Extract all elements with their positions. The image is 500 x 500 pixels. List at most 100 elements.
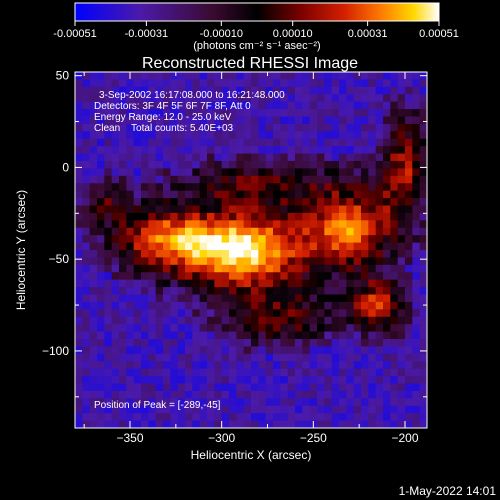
heatmap-cell (331, 153, 340, 162)
heatmap-cell (251, 235, 259, 244)
heatmap-cell (82, 272, 91, 281)
heatmap-cell (155, 79, 164, 88)
heatmap-cell (97, 309, 105, 318)
heatmap-cell (243, 250, 252, 259)
heatmap-cell (412, 264, 421, 273)
heatmap-cell (251, 123, 259, 132)
heatmap-cell (229, 353, 237, 362)
heatmap-cell (148, 250, 157, 259)
heatmap-cell (412, 279, 421, 288)
heatmap-cell (214, 161, 223, 170)
heatmap-cell (214, 138, 223, 147)
heatmap-cell (148, 405, 157, 414)
heatmap-cell (280, 168, 289, 177)
heatmap-cell (412, 331, 421, 340)
heatmap-cell (405, 86, 413, 95)
heatmap-cell (221, 94, 230, 103)
heatmap-cell (324, 257, 333, 266)
heatmap-cell (155, 205, 164, 214)
heatmap-cell (331, 183, 340, 192)
heatmap-cell (214, 287, 223, 296)
heatmap-cell (207, 161, 215, 170)
heatmap-cell (133, 376, 142, 385)
heatmap-cell (243, 146, 252, 155)
heatmap-cell (163, 227, 171, 236)
heatmap-cell (148, 116, 157, 125)
heatmap-cell (185, 227, 193, 236)
heatmap-cell (405, 405, 413, 414)
heatmap-cell (207, 279, 215, 288)
heatmap-cell (177, 309, 186, 318)
heatmap-cell (397, 250, 406, 259)
heatmap-cell (339, 146, 347, 155)
heatmap-cell (412, 309, 421, 318)
heatmap-cell (243, 398, 252, 407)
heatmap-cell (383, 235, 391, 244)
heatmap-cell (199, 101, 208, 110)
heatmap-cell (258, 94, 267, 103)
heatmap-cell (324, 331, 333, 340)
heatmap-cell (207, 220, 215, 229)
heatmap-cell (170, 101, 179, 110)
heatmap-cell (111, 94, 120, 103)
heatmap-cell (229, 287, 237, 296)
heatmap-cell (155, 368, 164, 377)
heatmap-cell (324, 86, 333, 95)
heatmap-cell (280, 138, 289, 147)
heatmap-cell (119, 116, 127, 125)
heatmap-cell (214, 257, 223, 266)
heatmap-cell (170, 235, 179, 244)
heatmap-cell (89, 123, 98, 132)
heatmap-cell (133, 168, 142, 177)
heatmap-cell (287, 331, 296, 340)
heatmap-cell (163, 324, 171, 333)
heatmap-cell (192, 109, 201, 118)
heatmap-cell (75, 86, 83, 95)
heatmap-cell (390, 175, 399, 184)
heatmap-cell (273, 413, 281, 422)
heatmap-cell (295, 405, 303, 414)
heatmap-cell (236, 287, 245, 296)
heatmap-cell (302, 309, 311, 318)
heatmap-cell (375, 242, 384, 251)
heatmap-cell (280, 339, 289, 348)
heatmap-cell (302, 294, 311, 303)
heatmap-cell (192, 138, 201, 147)
heatmap-cell (111, 331, 120, 340)
heatmap-cell (287, 324, 296, 333)
heatmap-cell (170, 242, 179, 251)
heatmap-cell (177, 405, 186, 414)
heatmap-cell (346, 220, 355, 229)
heatmap-cell (221, 175, 230, 184)
heatmap-cell (97, 168, 105, 177)
heatmap-cell (236, 353, 245, 362)
heatmap-cell (331, 161, 340, 170)
heatmap-cell (324, 420, 333, 428)
heatmap-cell (236, 153, 245, 162)
heatmap-cell (221, 398, 230, 407)
heatmap-cell (331, 198, 340, 207)
heatmap-cell (265, 264, 274, 273)
heatmap-cell (89, 168, 98, 177)
heatmap-cell (361, 146, 369, 155)
heatmap-cell (185, 183, 193, 192)
heatmap-cell (383, 257, 391, 266)
heatmap-cell (265, 79, 274, 88)
heatmap-cell (309, 272, 318, 281)
heatmap-cell (265, 175, 274, 184)
heatmap-cell (104, 316, 113, 325)
heatmap-cell (302, 324, 311, 333)
heatmap-cell (243, 138, 252, 147)
heatmap-cell (251, 287, 259, 296)
heatmap-cell (383, 287, 391, 296)
heatmap-cell (89, 116, 98, 125)
heatmap-cell (419, 353, 427, 362)
heatmap-cell (397, 220, 406, 229)
heatmap-cell (383, 212, 391, 221)
heatmap-cell (192, 383, 201, 392)
heatmap-cell (163, 242, 171, 251)
heatmap-cell (75, 101, 83, 110)
heatmap-cell (155, 168, 164, 177)
heatmap-cell (221, 146, 230, 155)
heatmap-cell (419, 376, 427, 385)
